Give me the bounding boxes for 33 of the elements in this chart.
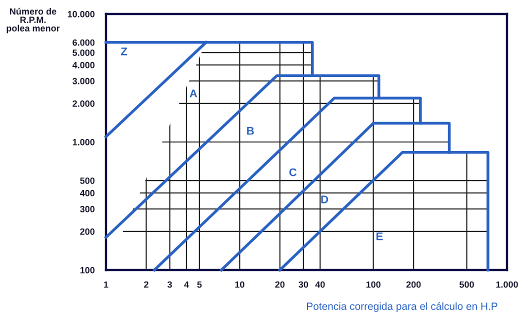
y-tick-label: 6.000: [72, 39, 95, 46]
x-tick-label: 30: [298, 281, 308, 288]
annotation: E: [376, 232, 383, 240]
x-tick-label: 40: [315, 281, 325, 288]
y-tick-label: 1.000: [72, 138, 95, 146]
annotation: D: [321, 196, 328, 204]
x-tick-label: 5: [197, 281, 202, 288]
annotation: C: [289, 168, 297, 176]
x-tick-label: 10: [235, 281, 244, 288]
x-tick-label: 100: [366, 281, 380, 288]
y-tick-label: 5.000: [72, 50, 95, 56]
x-axis-title: Potencia corregida para el cálculo en H.P: [307, 302, 498, 312]
y-tick-label: 10.000: [68, 10, 95, 18]
y-tick-label: 2.000: [72, 100, 95, 107]
y-tick-label: 4.000: [72, 62, 95, 68]
x-tick-label: 3: [167, 281, 172, 288]
x-tick-label: 20: [275, 281, 285, 288]
x-tick-label: 1.000: [496, 281, 518, 288]
annotation: B: [247, 126, 254, 135]
y-tick-label: 400: [80, 190, 95, 196]
x-tick-label: 200: [406, 281, 421, 288]
x-tick-label: 1: [104, 281, 108, 288]
x-tick-label: 4: [184, 281, 189, 288]
y-tick-label: 100: [80, 266, 95, 274]
y-tick-label: 200: [80, 228, 95, 235]
annotation: Z: [120, 48, 128, 56]
y-axis-title: Número de R.P.M. polea menor: [6, 8, 60, 34]
y-tick-label: 3.000: [72, 78, 95, 84]
y-tick-label: 500: [80, 178, 95, 184]
annotation: A: [190, 90, 198, 98]
x-tick-label: 500: [460, 281, 474, 288]
x-tick-label: 2: [144, 281, 148, 288]
y-tick-label: 300: [80, 206, 95, 212]
